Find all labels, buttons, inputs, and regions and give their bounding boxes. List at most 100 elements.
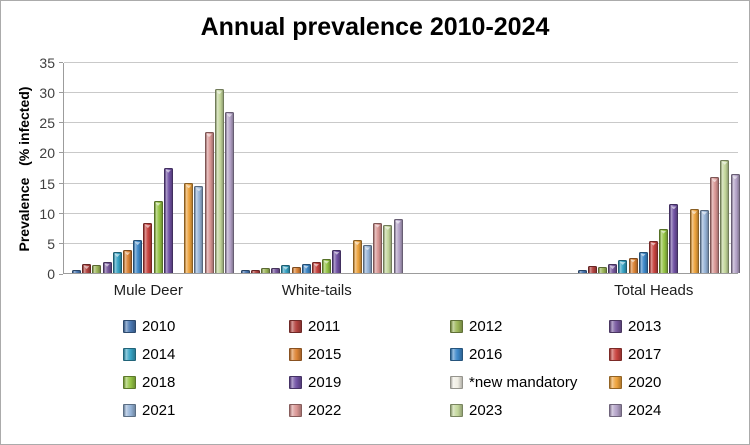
- bar-top-highlight: [364, 247, 371, 251]
- bar-2017-total-heads: [648, 240, 658, 273]
- bar-top-highlight: [711, 179, 718, 183]
- bar-top-highlight: [114, 254, 121, 258]
- legend-label: 2020: [628, 373, 662, 391]
- chart-title: Annual prevalence 2010-2024: [200, 13, 550, 41]
- bar-2011-white-tails: [250, 269, 260, 273]
- y-tick-mark: [59, 242, 63, 244]
- legend-item-2023: 2023: [450, 400, 502, 420]
- bar-2011-total-heads: [587, 265, 597, 273]
- bar-top-highlight: [619, 261, 626, 265]
- bar-top-highlight: [185, 185, 192, 189]
- bar-top-highlight: [609, 266, 616, 270]
- bar-top-highlight: [165, 169, 172, 173]
- legend-label: 2018: [142, 373, 176, 391]
- y-tick-mark: [59, 92, 63, 94]
- legend-swatch-icon: [450, 319, 463, 333]
- bar-2019-total-heads: [669, 204, 679, 273]
- legend-item-2010: 2010: [123, 316, 175, 336]
- legend-item-2017: 2017: [609, 344, 661, 364]
- legend-swatch-icon: [289, 375, 302, 389]
- bar-top-highlight: [670, 206, 677, 210]
- bar-top-highlight: [104, 263, 110, 267]
- legend-item-2018: 2018: [123, 372, 175, 392]
- bar-2020-white-tails: [352, 240, 362, 273]
- bar-2010-total-heads: [577, 269, 587, 273]
- y-tick-mark: [59, 274, 63, 275]
- bar-2018-white-tails: [322, 258, 332, 273]
- bar-2013-total-heads: [608, 264, 618, 273]
- gridline: [64, 212, 738, 214]
- legend-swatch-icon: [123, 347, 136, 361]
- legend-item-2020: 2020: [609, 372, 661, 392]
- y-tick-mark: [59, 212, 63, 214]
- bar-2015-white-tails: [291, 266, 301, 273]
- bar-2014-white-tails: [281, 264, 291, 273]
- y-tick-mark: [59, 62, 63, 63]
- bar-2024-mule-deer: [225, 112, 234, 273]
- bar-top-highlight: [640, 253, 646, 257]
- bar-top-highlight: [216, 91, 223, 95]
- bar-top-highlight: [83, 266, 90, 270]
- bar-2012-total-heads: [597, 267, 607, 273]
- bar-top-highlight: [323, 260, 330, 264]
- legend-item-2019: 2019: [289, 372, 341, 392]
- legend-label: 2011: [308, 317, 341, 335]
- bar-2019-white-tails: [332, 249, 342, 273]
- category-label-white-tails: White-tails: [281, 282, 352, 299]
- legend-swatch-icon: [123, 403, 136, 417]
- bar-2013-mule-deer: [102, 261, 112, 273]
- y-tick-mark: [59, 122, 63, 124]
- bar-top-highlight: [701, 211, 708, 215]
- y-tick-label: 5: [47, 235, 55, 252]
- bar-2013-white-tails: [271, 267, 281, 273]
- bar-top-highlight: [650, 242, 657, 246]
- gridline: [64, 152, 738, 154]
- bar-2016-mule-deer: [133, 240, 143, 273]
- bar-2021-white-tails: [362, 245, 372, 273]
- legend-label: 2010: [142, 317, 176, 335]
- bar-2018-mule-deer: [153, 200, 163, 273]
- bar-2010-mule-deer: [72, 269, 81, 273]
- bar-2012-mule-deer: [92, 265, 102, 273]
- gridline: [64, 92, 738, 94]
- legend-swatch-icon: [450, 375, 463, 389]
- legend-swatch-icon: [123, 375, 136, 389]
- category-label-total-heads: Total Heads: [614, 282, 694, 299]
- legend-item-2013: 2013: [609, 316, 661, 336]
- plot-area: [59, 62, 740, 275]
- bar-2020-total-heads: [689, 209, 699, 273]
- category-label-mule-deer: Mule Deer: [113, 282, 183, 299]
- bar-2014-mule-deer: [112, 252, 122, 273]
- y-tick-label: 10: [39, 205, 55, 222]
- y-tick-label: 35: [39, 55, 55, 71]
- gridline: [64, 62, 738, 63]
- bar-top-highlight: [395, 220, 401, 224]
- legend-item-2015: 2015: [289, 344, 341, 364]
- bar-top-highlight: [660, 230, 667, 234]
- bar-2016-total-heads: [638, 251, 648, 273]
- legend-item-newmandatory: *new mandatory: [450, 372, 577, 392]
- bar-2020-mule-deer: [184, 183, 194, 273]
- y-tick-mark: [59, 152, 63, 154]
- legend-swatch-icon: [289, 347, 302, 361]
- legend-label: 2019: [308, 373, 342, 391]
- bar-2024-total-heads: [730, 174, 740, 273]
- bar-2014-total-heads: [618, 259, 628, 273]
- legend-label: 2023: [469, 401, 503, 419]
- bar-2021-total-heads: [699, 209, 709, 273]
- legend-item-2021: 2021: [123, 400, 175, 420]
- bar-2021-mule-deer: [194, 186, 204, 273]
- bar-top-highlight: [145, 225, 151, 229]
- legend-item-2022: 2022: [289, 400, 341, 420]
- y-tick-label: 15: [39, 175, 55, 192]
- legend-item-2016: 2016: [450, 344, 502, 364]
- bar-2022-total-heads: [710, 177, 720, 273]
- bar-2023-total-heads: [720, 159, 730, 273]
- bar-top-highlight: [124, 252, 131, 256]
- y-tick-label: 30: [39, 85, 55, 102]
- bar-2018-total-heads: [659, 228, 669, 273]
- bar-2024-white-tails: [393, 218, 403, 273]
- bar-top-highlight: [282, 266, 289, 270]
- legend-label: 2017: [628, 345, 662, 363]
